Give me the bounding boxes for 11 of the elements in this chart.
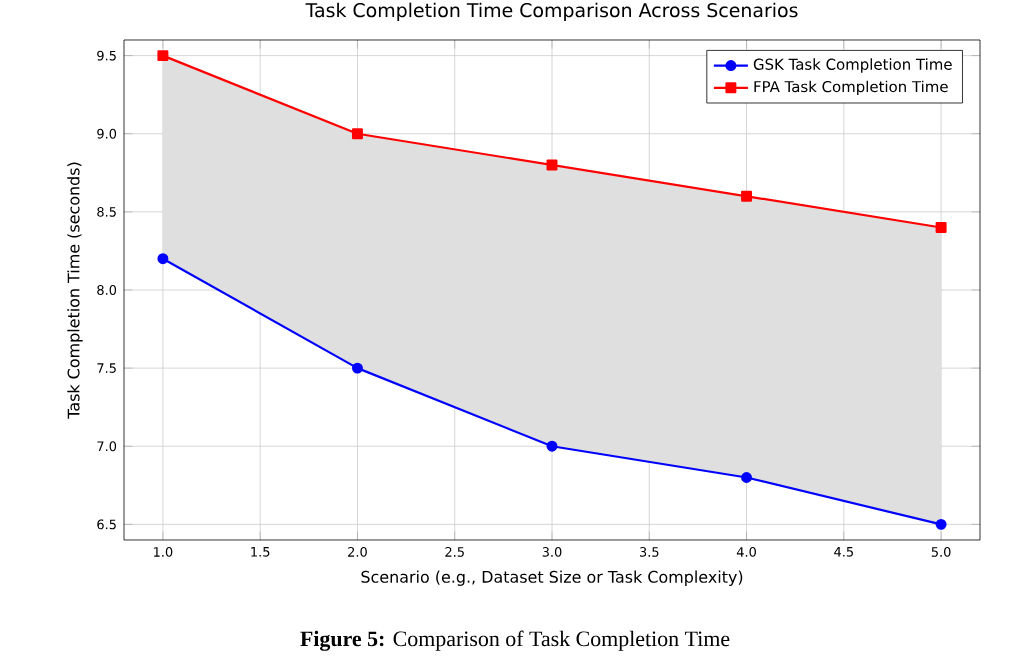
point — [351, 362, 363, 374]
point — [351, 128, 363, 140]
point — [157, 50, 169, 62]
point — [157, 253, 169, 265]
point — [741, 472, 753, 483]
point — [935, 518, 947, 530]
point — [935, 222, 947, 233]
chart-title: Task Completion Time Comparison Across Scenarios — [305, 2, 798, 21]
point — [741, 190, 753, 202]
text: Figure 5: Comparison of Task Completion Time — [300, 630, 730, 651]
point — [546, 440, 558, 452]
